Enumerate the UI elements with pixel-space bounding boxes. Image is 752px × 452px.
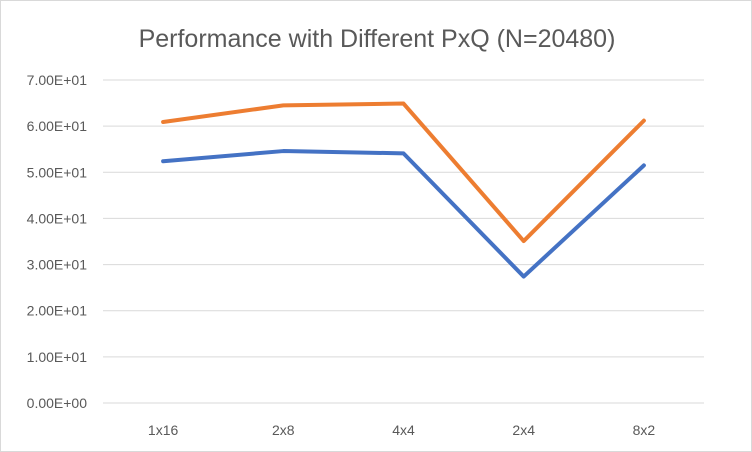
y-tick-label: 1.00E+01 xyxy=(27,349,88,365)
x-tick-label: 1x16 xyxy=(148,422,179,438)
x-tick-label: 2x4 xyxy=(512,422,535,438)
series-line-1 xyxy=(161,149,646,279)
y-tick-label: 3.00E+01 xyxy=(27,257,88,273)
y-tick-label: 2.00E+01 xyxy=(27,303,88,319)
y-tick-label: 5.00E+01 xyxy=(27,164,88,180)
y-tick-label: 7.00E+01 xyxy=(27,72,88,88)
x-axis-tick-labels: 1x16 2x8 4x4 2x4 8x2 xyxy=(148,422,655,438)
x-tick-label: 2x8 xyxy=(272,422,295,438)
y-tick-label: 4.00E+01 xyxy=(27,210,88,226)
y-axis-tick-labels: 0.00E+00 1.00E+01 2.00E+01 3.00E+01 4.00E+01… xyxy=(27,72,88,411)
x-tick-label: 4x4 xyxy=(392,422,415,438)
x-tick-label: 8x2 xyxy=(633,422,656,438)
series-line-2 xyxy=(161,101,646,244)
y-tick-label: 6.00E+01 xyxy=(27,118,88,134)
y-tick-label: 0.00E+00 xyxy=(27,395,88,411)
gridlines xyxy=(103,79,704,404)
chart-title: Performance with Different PxQ (N=20480) xyxy=(139,25,616,53)
series-lines xyxy=(161,101,646,279)
